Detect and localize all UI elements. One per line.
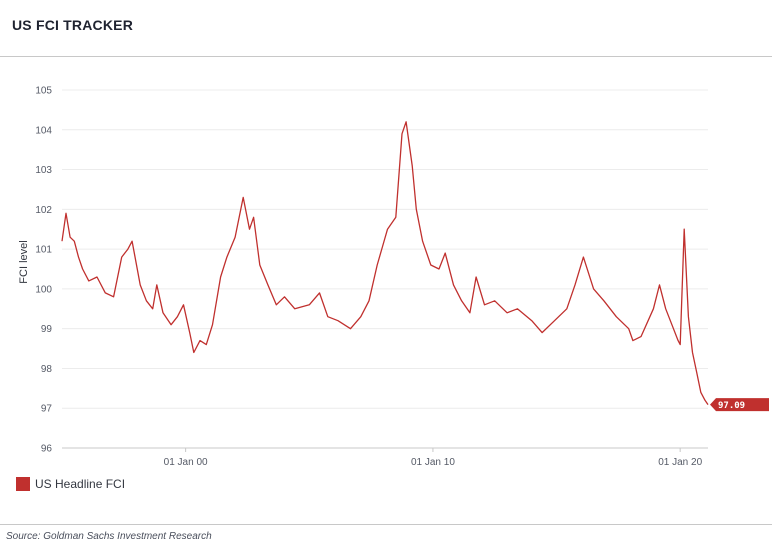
y-tick-label: 99: [41, 324, 53, 335]
legend-label: US Headline FCI: [35, 477, 126, 491]
x-axis-ticks: 01 Jan 00 01 Jan 10 01 Jan 20: [164, 448, 703, 468]
y-tick-label: 105: [35, 86, 52, 97]
y-tick-label: 96: [41, 444, 53, 455]
y-tick-label: 100: [35, 284, 52, 295]
x-tick-label: 01 Jan 00: [164, 457, 208, 468]
last-value-label: 97.09: [718, 401, 745, 411]
y-tick-label: 103: [35, 165, 52, 176]
page-title: US FCI TRACKER: [12, 17, 134, 33]
y-tick-label: 102: [35, 205, 52, 216]
y-axis-ticks: 96 97 98 99 100 101 102 103 104 105: [35, 86, 52, 455]
legend[interactable]: US Headline FCI: [16, 477, 125, 491]
legend-swatch: [16, 477, 30, 491]
y-axis-label: FCI level: [18, 240, 30, 283]
y-tick-label: 97: [41, 404, 53, 415]
last-value-tag-shape: [710, 398, 769, 412]
gridlines: [62, 89, 708, 449]
y-tick-label: 104: [35, 125, 52, 136]
header-divider: [0, 56, 772, 57]
x-tick-label: 01 Jan 20: [658, 457, 702, 468]
series-line-us-headline-fci[interactable]: [61, 121, 709, 405]
footer-divider: [0, 524, 772, 525]
y-tick-label: 101: [35, 245, 52, 256]
last-value-tag: 97.09: [710, 398, 769, 412]
source-note: Source: Goldman Sachs Investment Researc…: [6, 531, 212, 542]
y-tick-label: 98: [41, 364, 53, 375]
x-tick-label: 01 Jan 10: [411, 457, 455, 468]
